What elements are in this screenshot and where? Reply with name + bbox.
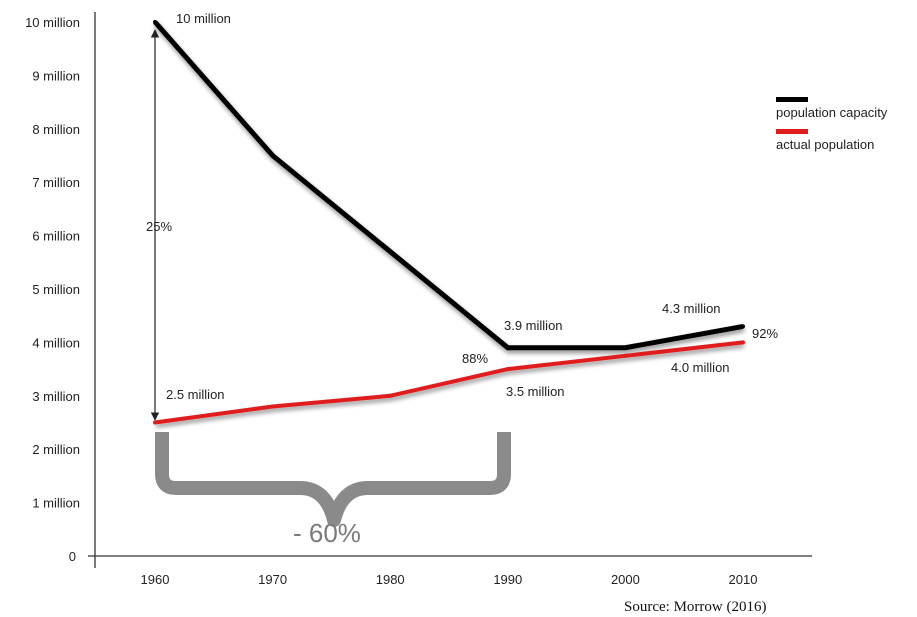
data-point-capacity — [153, 20, 157, 24]
y-tick-label: 1 million — [32, 496, 80, 511]
label-ratio-1960: 25% — [146, 219, 172, 234]
label-actual-1990: 3.5 million — [506, 384, 565, 399]
legend-label-capacity: population capacity — [776, 105, 888, 120]
series-line-capacity — [153, 20, 744, 351]
data-point-capacity — [270, 153, 275, 158]
decline-bracket — [155, 432, 511, 527]
y-tick-label: 9 million — [32, 68, 80, 83]
x-tick-label: 1990 — [493, 572, 522, 587]
y-tick-label: 0 — [69, 549, 76, 564]
y-tick-label: 2 million — [32, 442, 80, 457]
y-tick-label: 5 million — [32, 282, 80, 297]
source-caption: Source: Morrow (2016) — [624, 599, 766, 615]
data-point-actual — [741, 340, 745, 345]
label-capacity-2010: 4.3 million — [662, 301, 721, 316]
data-point-actual — [270, 404, 275, 409]
x-tick-label: 1980 — [376, 572, 405, 587]
x-tick-label: 2000 — [611, 572, 640, 587]
series-line-actual — [154, 340, 744, 425]
data-point-actual — [505, 367, 510, 372]
x-tick-label: 2010 — [729, 572, 758, 587]
y-tick-label: 6 million — [32, 229, 80, 244]
label-actual-1960: 2.5 million — [166, 387, 225, 402]
data-point-capacity — [741, 324, 745, 329]
label-capacity-1990: 3.9 million — [504, 318, 563, 333]
legend-label-actual: actual population — [776, 137, 874, 152]
x-tick-label: 1970 — [258, 572, 287, 587]
label-actual-2010: 4.0 million — [671, 360, 730, 375]
label-ratio-2010: 92% — [752, 326, 778, 341]
legend: population capacity actual population — [776, 97, 888, 152]
y-tick-label: 7 million — [32, 175, 80, 190]
legend-swatch-actual — [776, 129, 808, 134]
data-point-actual — [388, 393, 393, 398]
y-tick-label: 4 million — [32, 335, 80, 350]
label-capacity-1960: 10 million — [176, 11, 231, 26]
data-point-capacity — [388, 249, 393, 254]
x-tick-label: 1960 — [141, 572, 170, 587]
data-point-actual — [153, 420, 157, 425]
y-tick-label: 10 million — [25, 15, 80, 30]
y-tick-label: 3 million — [32, 389, 80, 404]
data-point-actual — [623, 353, 628, 358]
legend-swatch-capacity — [776, 97, 808, 102]
y-tick-label: 8 million — [32, 122, 80, 137]
label-decline: - 60% — [293, 518, 361, 548]
data-point-capacity — [505, 345, 510, 350]
label-ratio-1990: 88% — [462, 351, 488, 366]
data-point-capacity — [623, 345, 628, 350]
